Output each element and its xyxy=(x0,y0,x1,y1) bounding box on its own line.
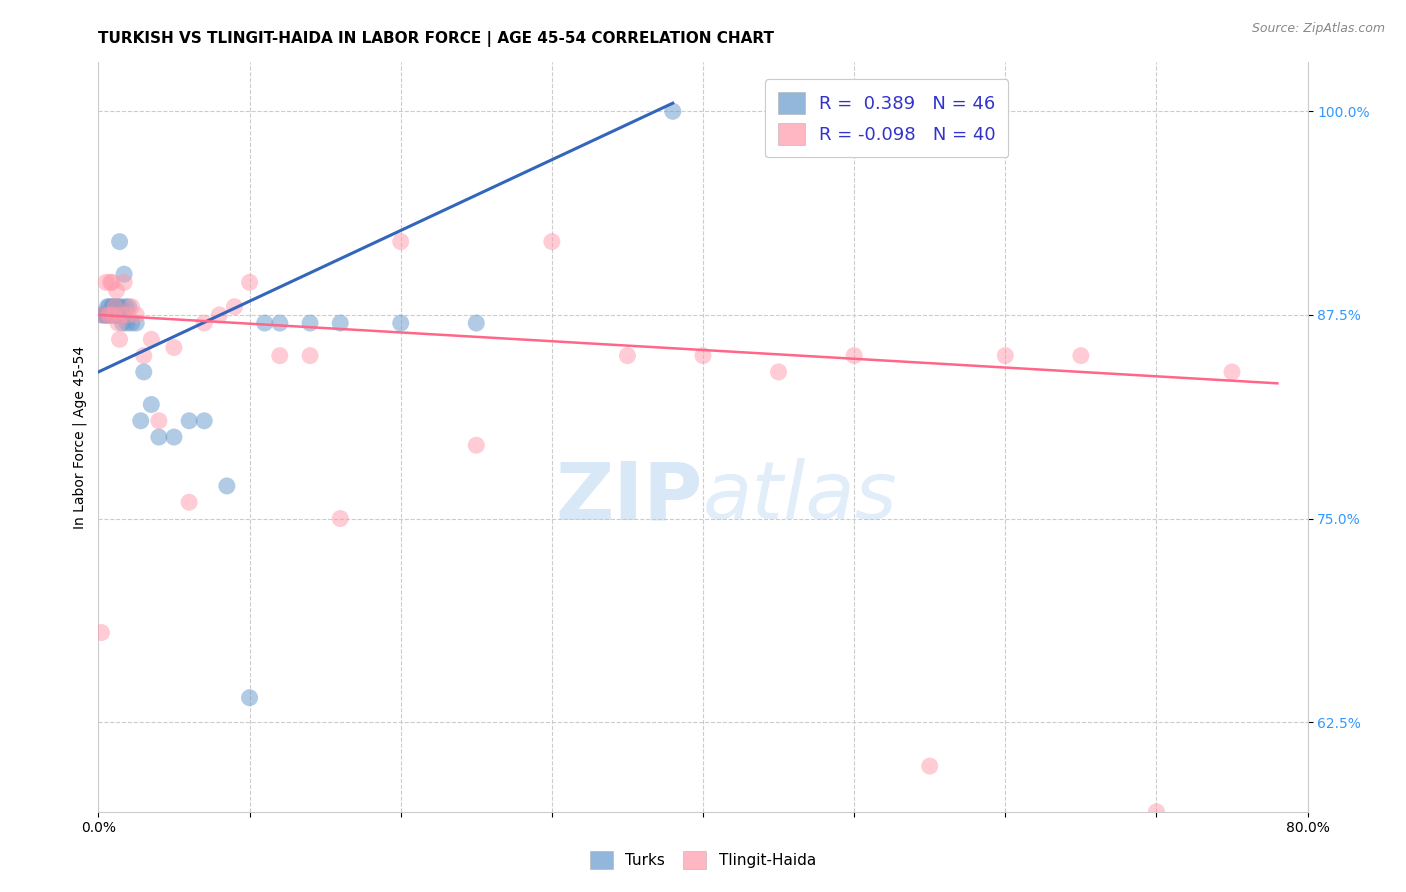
Point xyxy=(141,332,163,346)
Point xyxy=(100,308,122,322)
Point xyxy=(465,438,488,452)
Point xyxy=(121,300,143,314)
Point xyxy=(148,414,170,428)
Point xyxy=(389,235,412,249)
Point xyxy=(104,300,127,314)
Point xyxy=(108,235,131,249)
Point xyxy=(105,284,128,298)
Point xyxy=(115,316,138,330)
Point xyxy=(112,276,135,290)
Point xyxy=(269,316,291,330)
Point xyxy=(269,349,291,363)
Point xyxy=(179,414,201,428)
Point xyxy=(768,365,790,379)
Point xyxy=(125,308,148,322)
Point xyxy=(105,300,128,314)
Point xyxy=(215,479,238,493)
Point xyxy=(208,308,231,322)
Point xyxy=(661,104,683,119)
Point xyxy=(108,332,131,346)
Point xyxy=(103,300,125,314)
Point xyxy=(1144,805,1167,819)
Point xyxy=(148,430,170,444)
Point xyxy=(329,316,352,330)
Point xyxy=(112,267,135,281)
Point xyxy=(114,300,136,314)
Point xyxy=(103,308,125,322)
Point xyxy=(101,300,124,314)
Text: Source: ZipAtlas.com: Source: ZipAtlas.com xyxy=(1251,22,1385,36)
Point xyxy=(163,341,186,355)
Text: ZIP: ZIP xyxy=(555,458,703,536)
Point xyxy=(104,300,127,314)
Point xyxy=(107,316,129,330)
Point xyxy=(100,308,122,322)
Point xyxy=(101,308,124,322)
Point xyxy=(101,276,124,290)
Point xyxy=(918,759,941,773)
Point xyxy=(110,308,132,322)
Point xyxy=(91,308,114,322)
Point xyxy=(179,495,201,509)
Point xyxy=(224,300,246,314)
Point xyxy=(994,349,1017,363)
Point xyxy=(844,349,866,363)
Legend: Turks, Tlingit-Haida: Turks, Tlingit-Haida xyxy=(583,845,823,875)
Point xyxy=(91,308,114,322)
Point xyxy=(107,300,129,314)
Point xyxy=(239,276,262,290)
Point xyxy=(125,316,148,330)
Legend: R =  0.389   N = 46, R = -0.098   N = 40: R = 0.389 N = 46, R = -0.098 N = 40 xyxy=(765,79,1008,157)
Point xyxy=(105,308,128,322)
Point xyxy=(692,349,714,363)
Point xyxy=(98,308,121,322)
Point xyxy=(193,316,215,330)
Point xyxy=(90,308,112,322)
Point xyxy=(103,308,125,322)
Point xyxy=(616,349,638,363)
Text: TURKISH VS TLINGIT-HAIDA IN LABOR FORCE | AGE 45-54 CORRELATION CHART: TURKISH VS TLINGIT-HAIDA IN LABOR FORCE … xyxy=(98,31,775,47)
Point xyxy=(104,308,127,322)
Point xyxy=(239,690,262,705)
Point xyxy=(132,349,155,363)
Point xyxy=(111,316,134,330)
Point xyxy=(132,365,155,379)
Point xyxy=(98,308,121,322)
Point xyxy=(118,300,141,314)
Point xyxy=(299,316,322,330)
Point xyxy=(96,308,118,322)
Point xyxy=(96,300,118,314)
Point xyxy=(540,235,562,249)
Point xyxy=(115,308,138,322)
Point xyxy=(389,316,412,330)
Point xyxy=(1220,365,1243,379)
Point xyxy=(299,349,322,363)
Point xyxy=(329,511,352,525)
Point xyxy=(98,300,121,314)
Point xyxy=(141,397,163,411)
Point xyxy=(94,308,117,322)
Point xyxy=(100,276,122,290)
Point xyxy=(129,414,152,428)
Point xyxy=(110,300,132,314)
Text: atlas: atlas xyxy=(703,458,898,536)
Point xyxy=(193,414,215,428)
Point xyxy=(253,316,276,330)
Point xyxy=(107,308,129,322)
Point xyxy=(163,430,186,444)
Point xyxy=(94,308,117,322)
Point xyxy=(1070,349,1092,363)
Point xyxy=(93,308,115,322)
Point xyxy=(90,625,112,640)
Point xyxy=(94,276,117,290)
Point xyxy=(465,316,488,330)
Point xyxy=(121,316,143,330)
Y-axis label: In Labor Force | Age 45-54: In Labor Force | Age 45-54 xyxy=(73,345,87,529)
